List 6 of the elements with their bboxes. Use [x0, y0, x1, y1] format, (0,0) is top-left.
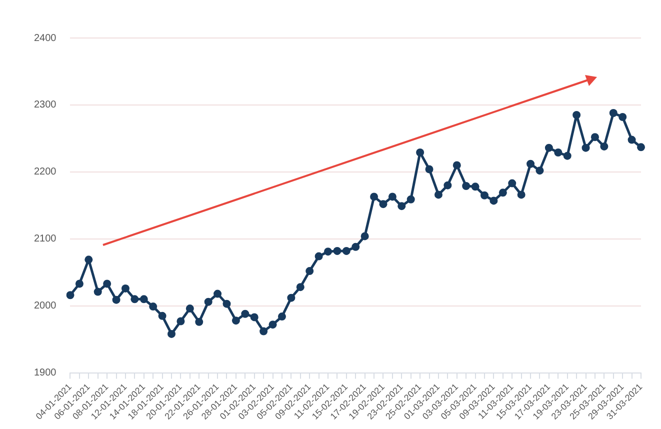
y-tick-label: 2300 [34, 100, 57, 111]
y-tick-label: 2200 [34, 166, 57, 178]
y-tick-label: 1900 [34, 368, 57, 379]
y-tick-label: 2000 [34, 300, 57, 312]
y-tick-label: 2400 [34, 32, 57, 44]
y-tick-label: 2100 [34, 234, 57, 245]
